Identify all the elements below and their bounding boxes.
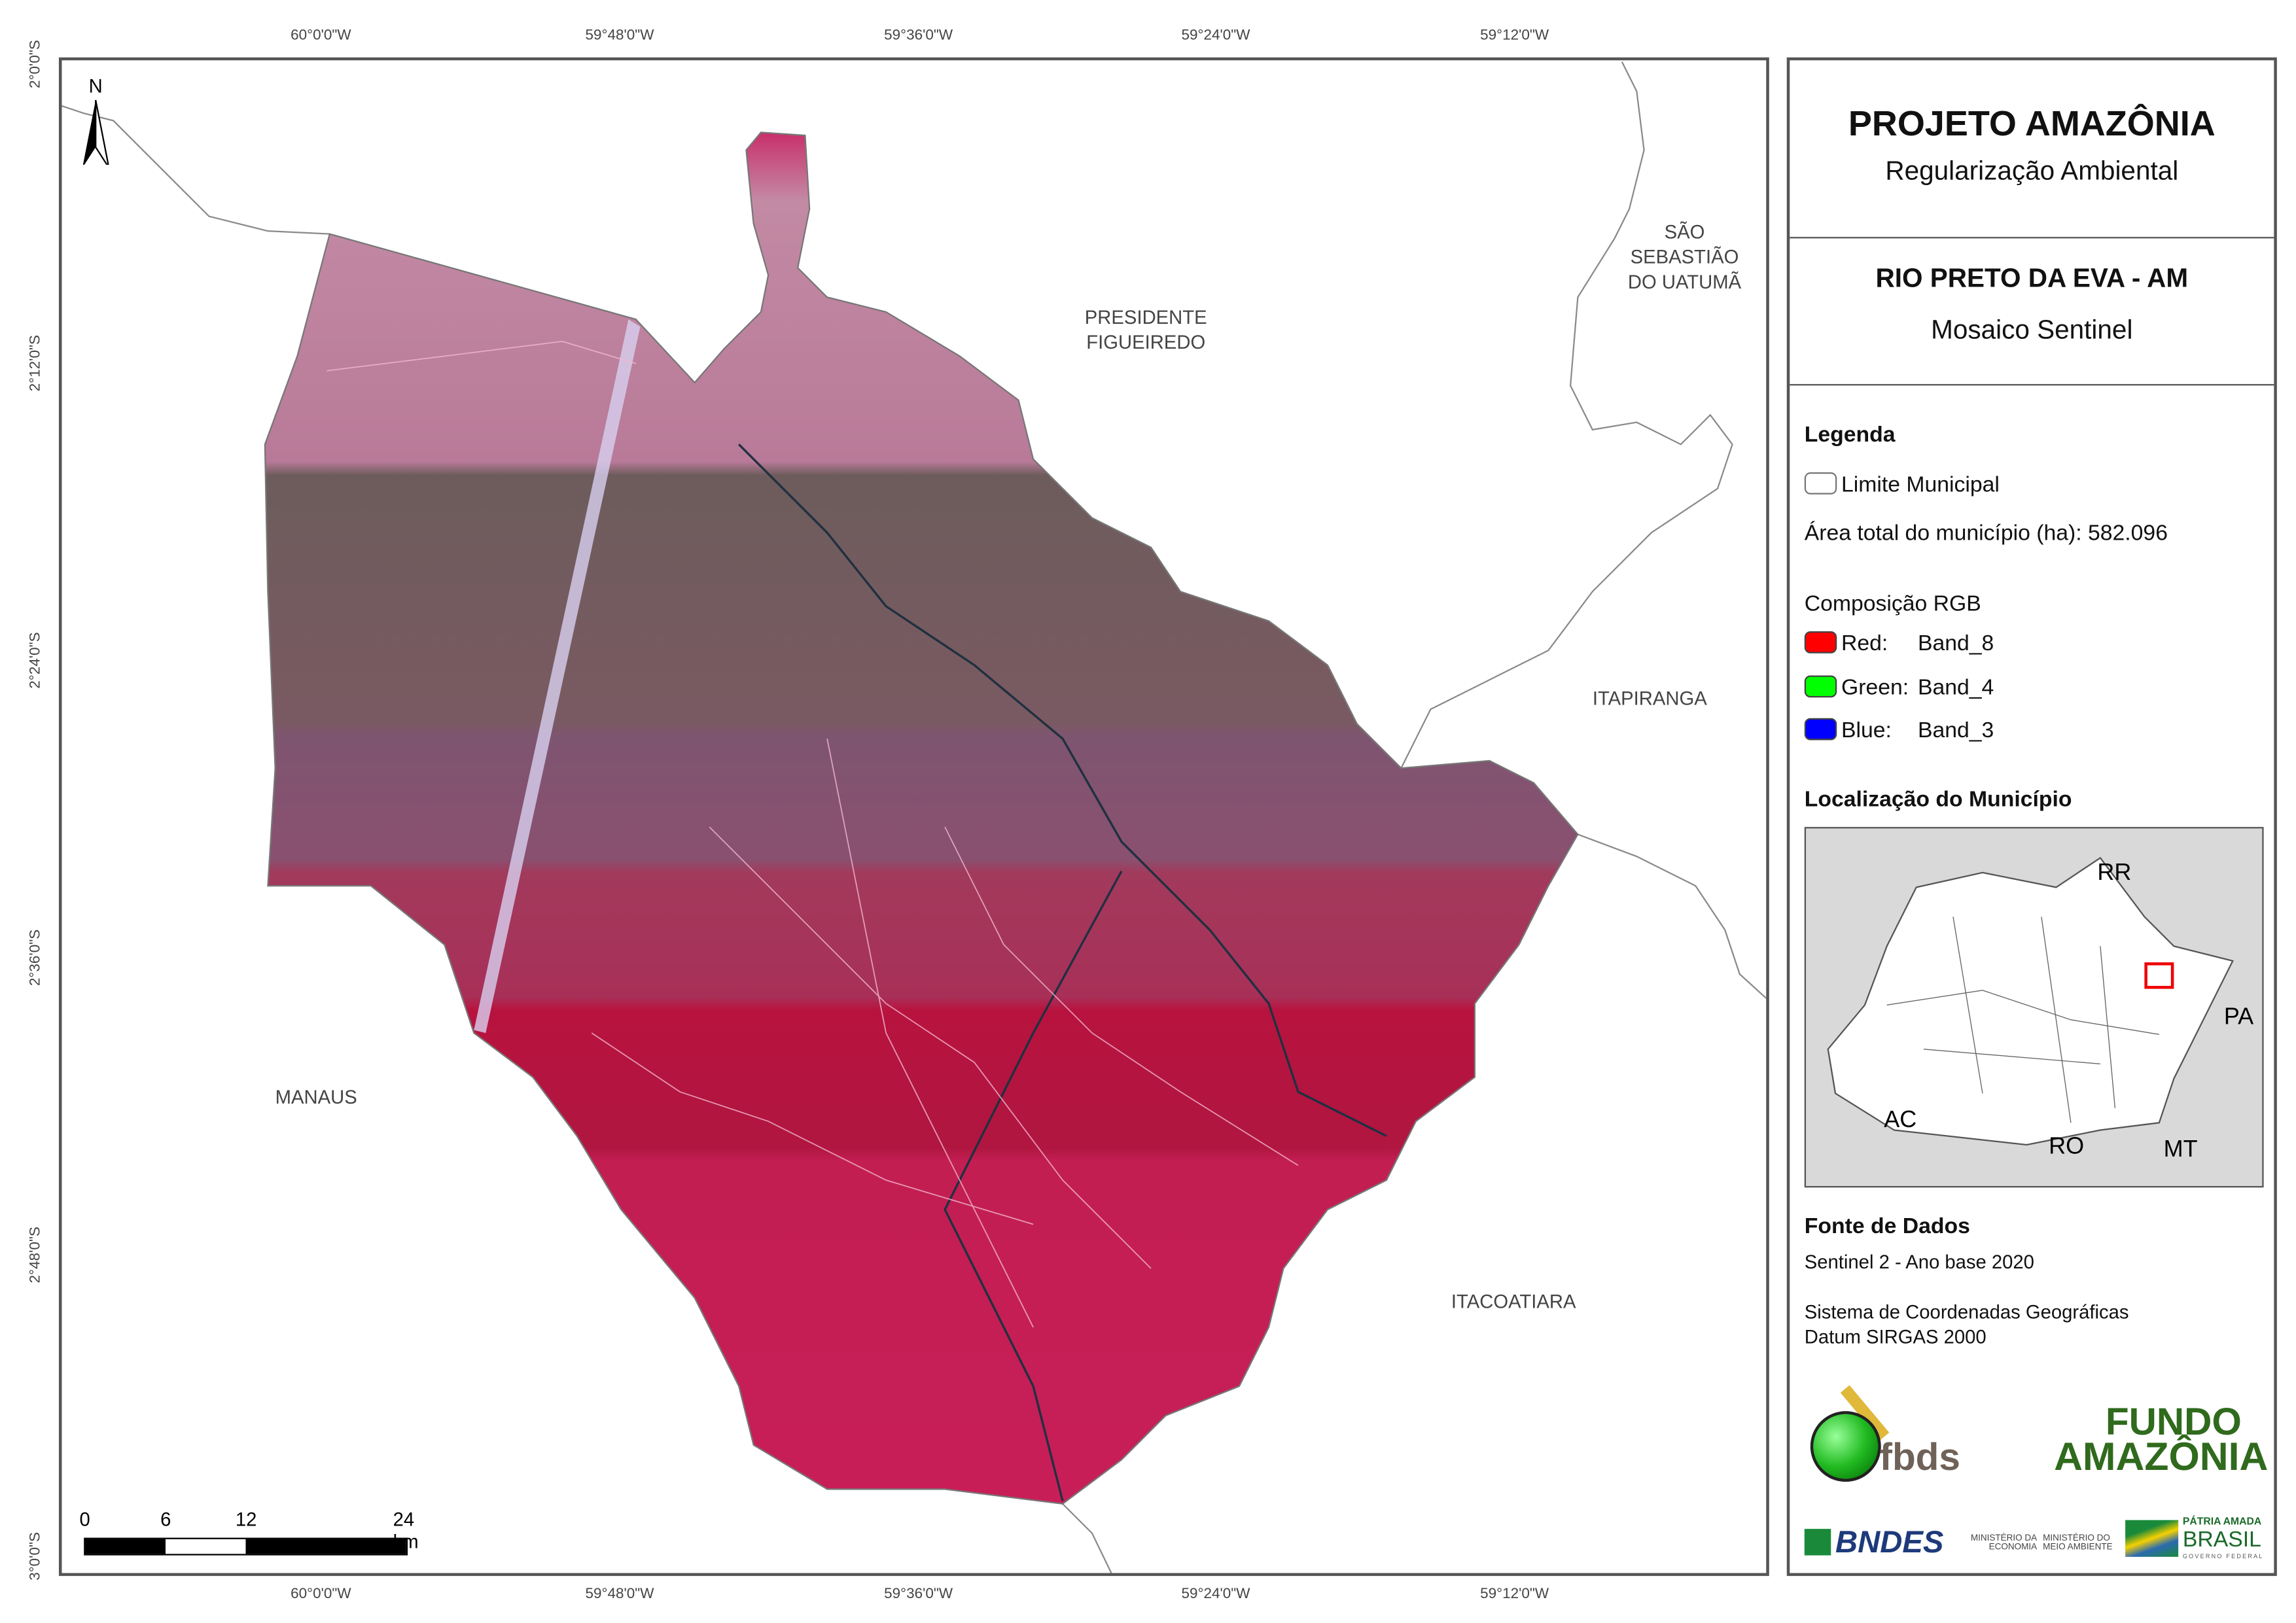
longitude-label: 59°24'0"W [1181,1586,1250,1603]
north-arrow-icon [82,99,110,169]
source-line: Sentinel 2 - Ano base 2020 [1804,1250,2034,1273]
municipality-polygon [264,131,1579,1505]
rgb-heading: Composição RGB [1804,591,1981,617]
place-label-itapiranga: ITAPIRANGA [1592,687,1707,710]
ministry-environment-logo: MINISTÉRIO DO MEIO AMBIENTE [2043,1535,2113,1553]
longitude-label: 59°24'0"W [1181,27,1250,44]
fundo-amazonia-logo: FUNDO AMAZÔNIA [2054,1399,2269,1479]
scale-bar: 0 6 12 24 km [79,1509,433,1558]
fbds-logo: fbds [1807,1382,1969,1484]
latitude-label: 2°0'0"S [27,40,44,88]
state-label: RR [2097,860,2132,886]
bndes-logo: BNDES [1804,1526,1943,1562]
place-label-manaus: MANAUS [275,1086,357,1108]
ministry-economy-logo: MINISTÉRIO DA ECONOMIA [1970,1535,2038,1553]
state-label: PA [2223,1005,2254,1030]
north-arrow: N [77,75,120,169]
scale-label: 12 [235,1508,257,1531]
product-title: Mosaico Sentinel [1931,315,2133,345]
longitude-label: 60°0'0"W [291,1586,351,1603]
longitude-label: 60°0'0"W [291,27,351,44]
legend-item-blue: Blue: Band_3 [1804,718,1994,743]
red-swatch [1804,631,1837,654]
longitude-label: 59°36'0"W [884,27,953,44]
project-title: PROJETO AMAZÔNIA [1848,104,2216,145]
longitude-label: 59°48'0"W [585,1586,654,1603]
info-panel: PROJETO AMAZÔNIA Regularização Ambiental… [1786,57,2277,1577]
longitude-label: 59°12'0"W [1480,27,1549,44]
road-network [327,340,1299,1328]
state-label: RO [2049,1134,2085,1160]
title-block: PROJETO AMAZÔNIA Regularização Ambiental [1790,60,2274,239]
latitude-label: 2°36'0"S [27,929,44,986]
patria-amada-brasil-logo: PÁTRIA AMADA BRASIL GOVERNO FEDERAL [2125,1517,2272,1561]
crs-line: Sistema de Coordenadas Geográficas [1804,1300,2129,1323]
area-total: Área total do município (ha): 582.096 [1804,521,2168,546]
latitude-label: 2°24'0"S [27,632,44,689]
location-inset-map: RR PA AC RO MT [1804,827,2264,1188]
map-canvas [62,61,1767,1573]
state-label: AC [1884,1108,1917,1134]
legend-item-green: Green: Band_4 [1804,675,1994,701]
longitude-label: 59°48'0"W [585,27,654,44]
project-subtitle: Regularização Ambiental [1885,156,2179,186]
limit-swatch [1804,472,1837,495]
legend-item-red: Red: Band_8 [1804,631,1994,656]
boundary-line [1577,833,1767,1000]
place-label-itacoatiara: ITACOATIARA [1451,1290,1576,1313]
sensor-stripe [474,319,641,1034]
place-label-presidente-figueiredo: PRESIDENTE FIGUEIREDO [1084,305,1207,353]
latitude-label: 2°12'0"S [27,335,44,392]
latitude-label: 3°0'0"S [27,1532,44,1580]
boundary-line [1062,1503,1112,1573]
location-heading: Localização do Município [1804,787,2072,812]
municipality-title: RIO PRETO DA EVA - AM [1875,263,2189,293]
legend-heading: Legenda [1804,422,1896,447]
datum-line: Datum SIRGAS 2000 [1804,1325,1987,1348]
legend-item-limit: Limite Municipal [1804,472,2000,497]
blue-swatch [1804,718,1837,741]
scale-label: 0 [79,1508,90,1531]
latitude-label: 2°48'0"S [27,1227,44,1283]
green-swatch [1804,675,1837,698]
scale-label: 6 [160,1508,171,1531]
municipality-block: RIO PRETO DA EVA - AM Mosaico Sentinel [1790,237,2274,386]
map-frame[interactable]: N PRESIDENTE FIGUEIREDO SÃO SEBASTIÃO DO… [58,57,1769,1577]
place-label-sao-sebastiao: SÃO SEBASTIÃO DO UATUMÃ [1627,220,1742,293]
longitude-label: 59°36'0"W [884,1586,953,1603]
sources-heading: Fonte de Dados [1804,1213,1970,1239]
state-label: MT [2163,1137,2198,1163]
municipality-locator [2144,962,2174,989]
boundary-line [1400,61,1733,769]
longitude-label: 59°12'0"W [1480,1586,1549,1603]
river-line [738,444,1387,1501]
north-label: N [88,75,103,97]
